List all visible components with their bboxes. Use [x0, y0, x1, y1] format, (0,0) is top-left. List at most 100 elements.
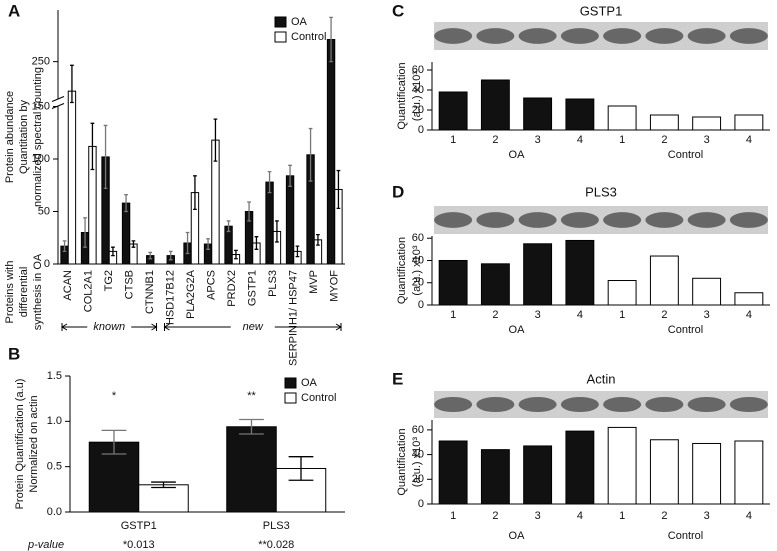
y-axis-label: normalized spectral counting — [32, 67, 44, 207]
y-tick-label: 100 — [32, 153, 50, 165]
panel-letter: A — [8, 1, 20, 20]
y-tick-label: 0 — [418, 299, 424, 311]
y-axis-label: Quantitation by — [18, 100, 30, 174]
bar — [523, 97, 553, 131]
y-tick-label: 40 — [412, 254, 424, 266]
bar — [734, 440, 764, 505]
x-tick-label: MVP — [308, 270, 320, 294]
blot-band — [729, 28, 768, 44]
group-label: Control — [668, 149, 703, 161]
bar — [226, 426, 277, 513]
blot-band — [560, 28, 599, 44]
bar — [285, 175, 295, 265]
x-tick-label: 2 — [492, 309, 498, 321]
y-tick-label: 0.5 — [47, 461, 62, 473]
y-tick-label: 60 — [412, 424, 424, 436]
bar — [67, 90, 77, 265]
x-tick-label: 3 — [535, 134, 541, 146]
row-label: synthesis in OA — [32, 253, 44, 330]
y-axis-label: Quantification — [396, 62, 408, 129]
blot-band — [645, 396, 684, 413]
bar — [565, 239, 595, 306]
row-label: Proteins with — [4, 261, 16, 324]
p-value: *0.013 — [123, 539, 155, 551]
y-tick-label: 1.0 — [47, 415, 62, 427]
error-bar — [226, 220, 231, 233]
y-tick-label: 0 — [44, 258, 50, 270]
legend-label: Control — [301, 392, 336, 404]
x-tick-label: HSD17B12 — [165, 270, 177, 325]
y-tick-label: 20 — [412, 277, 424, 289]
blot-band — [687, 396, 726, 413]
x-tick-label: 3 — [704, 510, 710, 522]
legend-label: Control — [291, 31, 326, 43]
bar — [438, 259, 468, 306]
legend-swatch — [284, 392, 297, 404]
y-tick-label: 0 — [418, 498, 424, 510]
bar — [275, 467, 327, 513]
x-tick-label: 2 — [661, 510, 667, 522]
bracket — [163, 323, 342, 331]
bar — [480, 79, 510, 131]
group-label: Control — [668, 530, 703, 542]
error-bar — [90, 122, 95, 171]
bar — [607, 105, 637, 131]
y-tick-label: 20 — [412, 473, 424, 485]
y-axis-label: Protein Quantification (a.u) — [14, 379, 26, 510]
bar — [523, 243, 553, 306]
x-tick-label: GSTP1 — [121, 520, 157, 532]
error-bar — [62, 240, 67, 253]
error-bar — [336, 169, 341, 210]
error-bar — [185, 231, 190, 255]
axis-break — [51, 96, 65, 102]
x-tick-label: 4 — [746, 309, 752, 321]
blot-band — [645, 212, 684, 228]
error-bar — [168, 250, 173, 261]
chart-title: Actin — [587, 371, 616, 386]
bar — [649, 114, 679, 131]
bracket — [61, 323, 158, 331]
y-axis-label: Protein abundance — [4, 91, 16, 183]
x-tick-label: PLS3 — [263, 520, 290, 532]
y-axis-label: (a.u.) x10³ — [411, 245, 423, 295]
blot-band — [518, 396, 557, 413]
error-bar — [124, 194, 128, 213]
x-tick-label: 1 — [619, 309, 625, 321]
bar — [138, 484, 189, 513]
group-label: OA — [509, 530, 526, 542]
bracket-label: known — [93, 321, 125, 333]
bar — [480, 449, 510, 505]
y-tick-label: 40 — [412, 448, 424, 460]
x-tick-label: 1 — [619, 510, 625, 522]
blot-band — [560, 396, 599, 413]
x-tick-label: 3 — [535, 510, 541, 522]
legend-swatch — [274, 31, 287, 43]
p-value-label: p-value — [27, 539, 64, 551]
x-tick-label: 1 — [450, 309, 456, 321]
blot-band — [476, 212, 515, 228]
error-bar — [247, 201, 251, 222]
group-label: OA — [509, 324, 526, 336]
blot-band — [518, 28, 557, 44]
legend-label: OA — [301, 377, 318, 389]
x-tick-label: 1 — [450, 510, 456, 522]
blot-band — [603, 212, 642, 228]
panel-letter: B — [8, 344, 20, 363]
legend-swatch — [284, 377, 297, 389]
y-tick-label: 0 — [418, 124, 424, 136]
y-tick-label: 40 — [412, 84, 424, 96]
bracket-label: new — [243, 321, 264, 333]
bar — [734, 292, 764, 306]
x-tick-label: 2 — [661, 309, 667, 321]
blot-band — [603, 28, 642, 44]
error-bar — [83, 217, 87, 248]
error-bar — [148, 251, 153, 260]
panel-letter: D — [392, 182, 404, 201]
blot-band — [560, 212, 599, 228]
y-tick-label: 1.5 — [47, 370, 62, 382]
x-tick-label: GSTP1 — [247, 270, 259, 306]
x-tick-label: 4 — [577, 309, 583, 321]
bar — [265, 181, 274, 265]
error-bar — [288, 164, 292, 187]
